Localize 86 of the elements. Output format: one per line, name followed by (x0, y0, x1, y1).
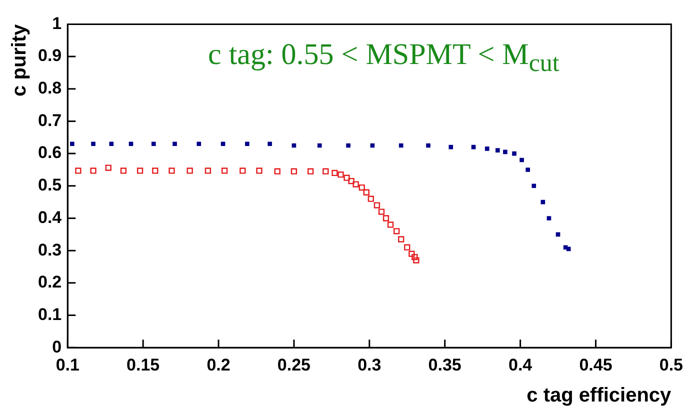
point (105, 164, 112, 171)
point (70, 142, 74, 146)
point (346, 143, 350, 148)
point (387, 222, 394, 228)
y-tick-label: 0.7 (38, 110, 62, 130)
point (404, 244, 410, 250)
point (393, 228, 400, 234)
point (413, 257, 420, 264)
point (412, 254, 418, 260)
point (290, 168, 298, 174)
y-tick-label: 0.3 (38, 240, 62, 260)
point (566, 246, 571, 252)
point (471, 144, 476, 150)
point (378, 208, 385, 215)
point (204, 168, 212, 174)
point (172, 142, 177, 146)
x-tick-label: 0.35 (428, 355, 462, 374)
point (186, 168, 193, 174)
point (363, 189, 370, 196)
x-tick-label: 0.4 (508, 355, 533, 374)
point (382, 215, 390, 222)
point (512, 151, 516, 156)
point (503, 150, 508, 154)
y-tick-label: 0 (52, 337, 62, 356)
point (448, 144, 454, 150)
point (563, 245, 568, 250)
x-axis-title: c tag efficiency (526, 384, 672, 407)
y-tick-label: 0.6 (38, 143, 62, 162)
point (221, 168, 228, 174)
text: c tag: 0.55 < MSPMT < M$_{cut}$ (208, 38, 560, 78)
point (120, 168, 127, 174)
y-tick-label: 0.2 (38, 272, 62, 292)
point (526, 168, 530, 172)
point (520, 158, 524, 162)
point (358, 184, 365, 191)
point (307, 168, 314, 174)
point (274, 168, 280, 174)
point (75, 168, 82, 174)
point (348, 178, 354, 184)
x-tick-label: 0.15 (126, 355, 160, 374)
point (546, 216, 552, 220)
point (496, 148, 500, 152)
x-tick-label: 0.5 (659, 355, 684, 374)
x-tick-label: 0.2 (206, 355, 230, 374)
point (136, 168, 144, 174)
y-axis-title: c purity (8, 23, 31, 96)
point (484, 146, 490, 151)
point (398, 143, 404, 148)
point (556, 232, 560, 237)
point (292, 143, 296, 148)
point (91, 142, 96, 146)
x-tick-label: 0.3 (358, 355, 382, 374)
point (268, 142, 272, 146)
y-tick-label: 1 (52, 14, 62, 33)
point (408, 250, 415, 257)
point (90, 168, 96, 174)
point (338, 172, 344, 178)
point (128, 142, 134, 146)
point (240, 168, 246, 174)
point (398, 236, 404, 242)
point (532, 184, 536, 188)
x-tick-label: 0.25 (277, 355, 311, 374)
point (368, 196, 374, 202)
point (332, 170, 338, 176)
point (352, 181, 359, 188)
y-tick-label: 0.5 (38, 176, 62, 195)
y-tick-label: 0.9 (38, 46, 62, 66)
point (344, 174, 350, 181)
point (152, 168, 158, 174)
point (540, 200, 546, 204)
point (245, 142, 250, 146)
point (322, 168, 329, 174)
y-tick-label: 0.4 (38, 208, 62, 227)
point (426, 143, 430, 148)
point (168, 168, 175, 174)
point (151, 142, 156, 146)
point (317, 143, 322, 148)
point (256, 168, 262, 174)
point (374, 202, 380, 208)
point (109, 142, 114, 146)
x-tick-label: 0.45 (579, 355, 612, 374)
point (220, 142, 226, 146)
point (370, 143, 375, 148)
y-tick-label: 0.1 (38, 304, 62, 324)
y-tick-label: 0.8 (38, 78, 62, 98)
point (196, 142, 202, 146)
